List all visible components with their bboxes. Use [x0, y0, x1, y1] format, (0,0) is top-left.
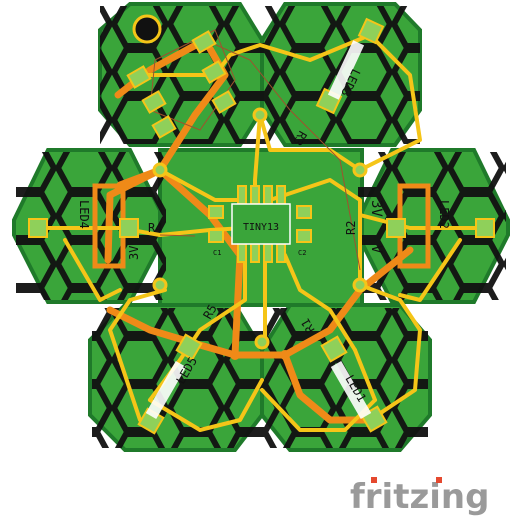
vias [152, 107, 368, 350]
led2-label: LED2 [437, 200, 451, 229]
c1-label: C1 [213, 249, 221, 257]
led-silk [145, 40, 372, 419]
bottom-traces [104, 36, 414, 424]
fritzing-dot-2 [436, 477, 442, 483]
r4-label: R4 [148, 221, 162, 235]
r5-label: R5 [200, 302, 219, 322]
fritzing-watermark: fritzing [350, 477, 489, 517]
silk-labels: LED3 LED4 LED2 LED5 LED1 R3 R4 R2 R5 R1 … [77, 67, 451, 405]
r3-label: R3 [290, 129, 309, 149]
fritzing-logo: fritzing [350, 477, 489, 517]
chip-label: TINY13 [243, 222, 279, 233]
c2-label: C2 [298, 249, 306, 257]
attiny13-chip: TINY13 [231, 203, 291, 245]
volts-label: 3V [368, 200, 384, 217]
v2-label: V [368, 245, 384, 254]
r2-label: R2 [344, 221, 358, 235]
top-traces [36, 33, 487, 432]
fritzing-dot-1 [371, 477, 377, 483]
v1-label: 3V [127, 246, 141, 260]
led4-label: LED4 [77, 200, 91, 229]
r1-label: R1 [298, 316, 317, 336]
mounting-hole [132, 14, 162, 44]
orange-vias [230, 350, 290, 360]
